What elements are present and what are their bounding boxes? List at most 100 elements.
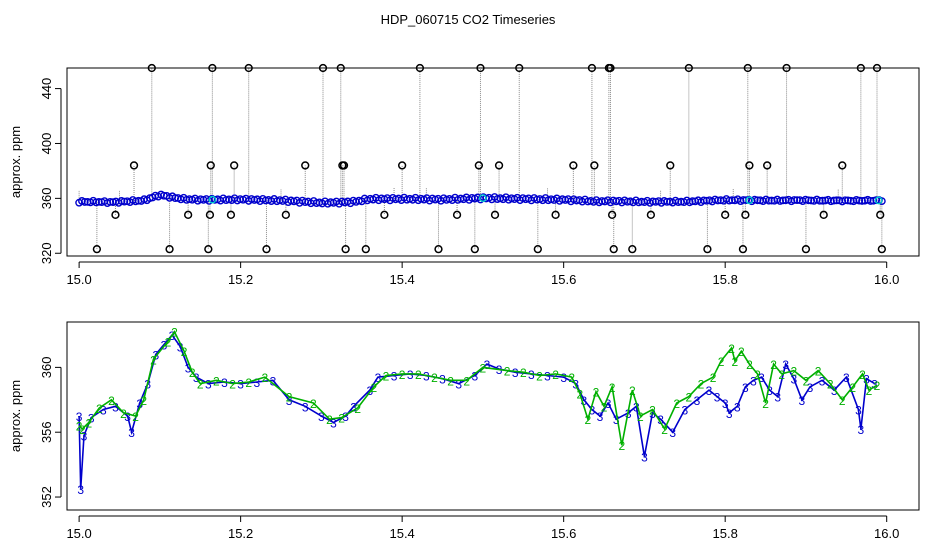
series-marker-2: 2 (415, 368, 422, 382)
series-marker-2: 2 (197, 378, 204, 392)
outlier-point (92, 244, 102, 254)
series-marker-3: 3 (455, 378, 462, 392)
outlier-point (838, 161, 847, 170)
bottom-x-tick-label: 15.4 (389, 526, 414, 540)
top-y-tick-label: 360 (39, 188, 54, 210)
top-x-tick-label: 15.8 (713, 272, 738, 287)
series-marker-3: 3 (423, 369, 430, 383)
series-marker-2: 2 (728, 342, 735, 356)
baseline-point (674, 198, 683, 207)
bottom-x-tick-label: 16.0 (874, 526, 899, 540)
series-marker-3: 3 (350, 400, 357, 414)
series-marker-2: 2 (338, 412, 345, 426)
outlier-point (244, 63, 253, 73)
series-marker-3: 3 (237, 378, 244, 392)
outlier-point (738, 244, 748, 254)
series-marker-2: 2 (120, 407, 127, 421)
outlier-point (111, 210, 120, 219)
series-marker-2: 2 (732, 355, 739, 369)
series-marker-2: 2 (859, 368, 866, 382)
series-marker-2: 2 (245, 376, 252, 390)
outlier-point (606, 63, 615, 73)
series-marker-2: 2 (849, 381, 856, 395)
series-marker-2: 2 (576, 387, 583, 401)
series-marker-3: 3 (253, 376, 260, 390)
outlier-point (741, 210, 750, 219)
series-marker-2: 2 (552, 368, 559, 382)
series-marker-2: 2 (762, 397, 769, 411)
outlier-point (205, 210, 215, 219)
series-marker-2: 2 (399, 368, 406, 382)
series-marker-3: 3 (528, 368, 535, 382)
outlier-point (801, 244, 811, 254)
series-marker-2: 2 (738, 345, 745, 359)
series-marker-2: 2 (629, 384, 636, 398)
baseline-point (623, 197, 632, 206)
outlier-point (877, 244, 887, 254)
series-marker-3: 3 (633, 400, 640, 414)
series-marker-3: 3 (855, 404, 862, 418)
outlier-point (628, 244, 637, 254)
series-marker-2: 2 (150, 353, 157, 367)
series-marker-3: 3 (76, 410, 83, 424)
outlier-point (533, 244, 542, 254)
top-x-tick-label: 15.2 (228, 272, 253, 287)
series-marker-3: 3 (136, 397, 143, 411)
series-marker-3: 3 (831, 384, 838, 398)
outlier-point (208, 63, 217, 73)
baseline-point (764, 196, 773, 205)
outlier-point (165, 244, 174, 254)
outlier-point (646, 210, 656, 219)
baseline-point (92, 198, 100, 207)
series-marker-2: 2 (698, 378, 705, 392)
series-marker-2: 2 (673, 397, 680, 411)
outlier-point (745, 161, 754, 170)
bottom-plot-frame (66, 321, 920, 511)
series-marker-3: 3 (819, 374, 826, 388)
series-marker-2: 2 (718, 355, 725, 369)
series-marker-3: 3 (863, 373, 870, 387)
series-marker-2: 2 (661, 423, 668, 437)
baseline-point (877, 197, 886, 205)
baseline-point (699, 196, 708, 205)
series-marker-2: 2 (447, 374, 454, 388)
series-marker-3: 3 (407, 368, 414, 382)
series-marker-2: 2 (463, 374, 470, 388)
outlier-point (434, 244, 443, 254)
series-marker-2: 2 (286, 391, 293, 405)
outlier-point (204, 244, 213, 254)
series-marker-3: 3 (714, 391, 721, 405)
series-marker-3: 3 (669, 426, 676, 440)
series-marker-3: 3 (205, 378, 212, 392)
top-x-axis: 15.0 15.2 15.4 15.6 15.8 16.0 (66, 261, 899, 287)
top-x-tick-label: 15.6 (551, 272, 576, 287)
outlier-point (361, 244, 370, 254)
series-marker-3: 3 (112, 400, 119, 414)
series-marker-3: 3 (484, 358, 491, 372)
series-marker-3: 3 (613, 413, 620, 427)
series-marker-2: 2 (601, 400, 608, 414)
series-marker-2: 2 (685, 391, 692, 405)
outlier-point (206, 161, 215, 170)
outlier-point (129, 161, 139, 170)
top-spike-layer (78, 68, 883, 250)
series-marker-2: 2 (96, 402, 103, 416)
series-marker-2: 2 (618, 439, 625, 453)
series-marker-2: 2 (229, 378, 236, 392)
top-y-axis-label: approx. ppm (8, 126, 23, 198)
series-marker-2: 2 (866, 384, 873, 398)
series-marker-3: 3 (589, 404, 596, 418)
series-line-3 (78, 333, 876, 489)
series-marker-2: 2 (520, 366, 527, 380)
series-marker-3: 3 (742, 381, 749, 395)
outlier-point (587, 63, 597, 73)
series-marker-3: 3 (790, 373, 797, 387)
outlier-point (551, 210, 560, 219)
outlier-point (494, 161, 504, 170)
series-marker-2: 2 (371, 381, 378, 395)
top-x-tick-label: 15.4 (389, 272, 414, 287)
baseline-point (841, 196, 850, 205)
series-marker-3: 3 (270, 374, 277, 388)
